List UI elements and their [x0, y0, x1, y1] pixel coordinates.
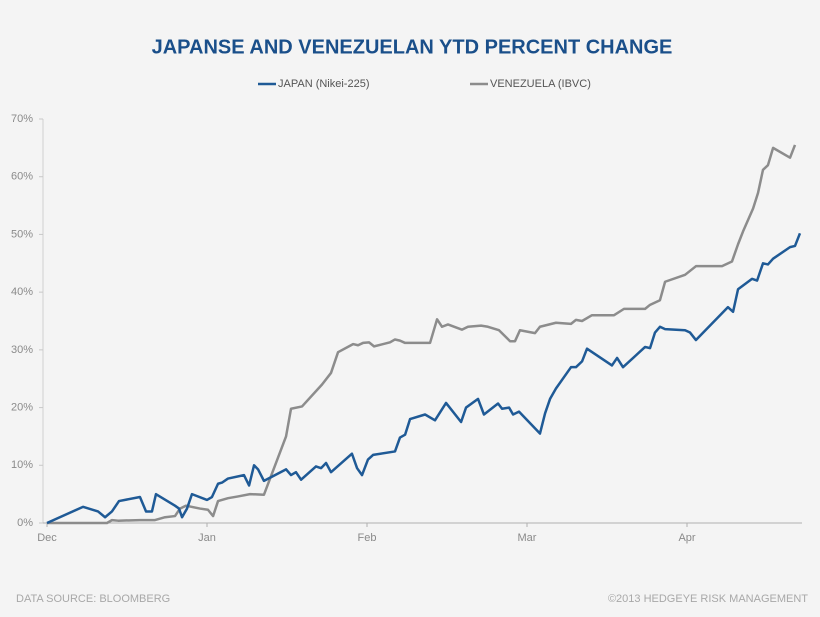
footer-source: DATA SOURCE: BLOOMBERG: [16, 593, 170, 605]
x-tick-label: Dec: [37, 532, 57, 544]
legend-label: VENEZUELA (IBVC): [490, 78, 591, 90]
x-tick-label: Mar: [518, 532, 537, 544]
y-tick-label: 70%: [11, 113, 33, 125]
chart-title: JAPANSE AND VENEZUELAN YTD PERCENT CHANG…: [152, 36, 673, 58]
x-tick-label: Jan: [198, 532, 216, 544]
y-tick-label: 40%: [11, 286, 33, 298]
y-tick-label: 20%: [11, 401, 33, 413]
y-tick-label: 0%: [17, 517, 33, 529]
footer-copyright: ©2013 HEDGEYE RISK MANAGEMENT: [608, 593, 808, 605]
x-tick-label: Feb: [358, 532, 377, 544]
y-tick-label: 50%: [11, 228, 33, 240]
x-tick-label: Apr: [678, 532, 695, 544]
series-line: [46, 232, 802, 525]
y-tick-label: 60%: [11, 171, 33, 183]
y-tick-label: 10%: [11, 459, 33, 471]
y-tick-label: 30%: [11, 344, 33, 356]
series-line: [47, 144, 797, 525]
legend-label: JAPAN (Nikei-225): [278, 78, 370, 90]
